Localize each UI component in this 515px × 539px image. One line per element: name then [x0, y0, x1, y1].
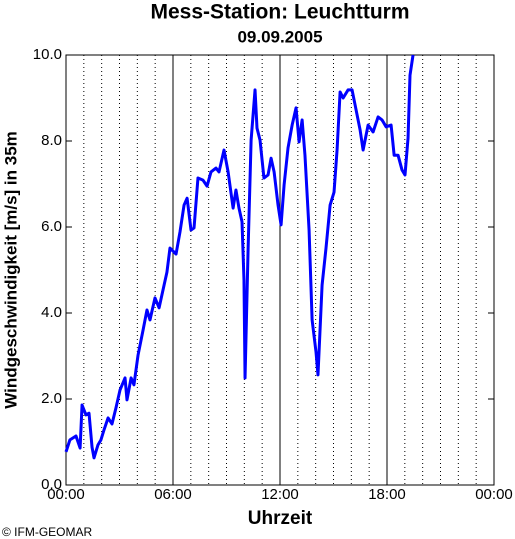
y-tick-label: 8.0	[41, 132, 62, 149]
x-axis-label: Uhrzeit	[248, 508, 313, 529]
x-tick-label: 18:00	[368, 486, 406, 503]
x-tick-label: 06:00	[154, 486, 192, 503]
y-tick-label: 10.0	[33, 46, 62, 63]
chart-subtitle: 09.09.2005	[237, 27, 322, 46]
y-tick-label: 2.0	[41, 390, 62, 407]
x-tick-label: 00:00	[47, 486, 85, 503]
y-tick-label: 6.0	[41, 218, 62, 235]
plot-frame	[65, 54, 495, 486]
x-tick-label: 00:00	[475, 486, 513, 503]
y-axis-label: Windgeschwindigkeit [m/s] in 35m	[1, 131, 20, 409]
data-line	[64, 54, 415, 460]
x-tick-label: 12:00	[261, 486, 299, 503]
credit: © IFM-GEOMAR	[2, 525, 93, 539]
y-tick-label: 4.0	[41, 304, 62, 321]
chart-title: Mess-Station: Leuchtturm	[150, 1, 409, 24]
y-tick-label: 0.0	[41, 476, 62, 493]
